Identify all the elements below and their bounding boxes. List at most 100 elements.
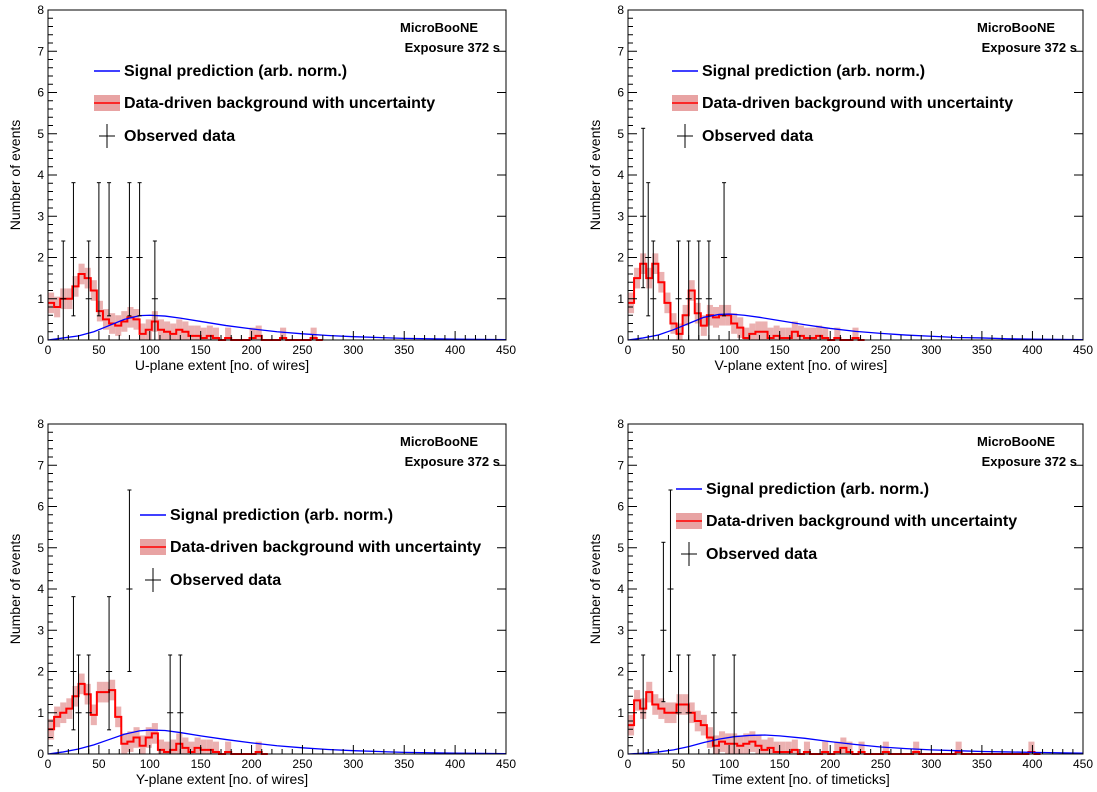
uncertainty-bin xyxy=(785,327,792,340)
uncertainty-bin xyxy=(212,327,219,340)
uncertainty-bin xyxy=(785,741,792,754)
uncertainty-bin xyxy=(712,735,719,754)
x-tick-label: 200 xyxy=(242,757,262,771)
x-tick-label: 400 xyxy=(1022,343,1042,357)
signal-prediction-line xyxy=(47,314,507,341)
background-uncertainty-band xyxy=(48,673,262,754)
x-tick-label: 400 xyxy=(445,757,465,771)
legend-data-label: Observed data xyxy=(706,546,817,563)
y-tick-label: 7 xyxy=(617,44,624,58)
data-point xyxy=(167,654,174,755)
uncertainty-bin xyxy=(822,327,829,340)
y-tick-label: 7 xyxy=(617,458,624,472)
data-point xyxy=(106,596,113,731)
uncertainty-bin xyxy=(676,323,683,340)
exposure-label: Exposure 372 s xyxy=(405,454,500,469)
y-tick-label: 4 xyxy=(617,582,624,596)
uncertainty-bin xyxy=(139,735,146,754)
uncertainty-bin xyxy=(255,325,262,340)
uncertainty-bin xyxy=(194,737,201,754)
x-axis-title: Y-plane extent [no. of wires] xyxy=(136,771,308,787)
y-tick-label: 2 xyxy=(617,665,624,679)
y-axis-title: Number of events xyxy=(7,534,23,645)
background-step-line xyxy=(628,262,865,341)
uncertainty-bin xyxy=(761,321,768,340)
data-point xyxy=(126,489,133,672)
uncertainty-bin xyxy=(816,325,823,340)
legend: Signal prediction (arb. norm.) Data-drive… xyxy=(94,63,435,148)
uncertainty-bin xyxy=(743,327,750,340)
uncertainty-bin xyxy=(280,327,287,340)
y-tick-label: 0 xyxy=(617,747,624,761)
plot-frame xyxy=(627,423,1084,755)
x-tick-label: 100 xyxy=(140,757,160,771)
signal-prediction-line xyxy=(627,734,1084,755)
x-axis-title: V-plane extent [no. of wires] xyxy=(715,357,888,373)
uncertainty-bin xyxy=(767,737,774,754)
y-tick-label: 0 xyxy=(617,333,624,347)
x-tick-label: 200 xyxy=(242,343,262,357)
uncertainty-bin xyxy=(858,741,865,754)
x-tick-label: 0 xyxy=(45,343,52,357)
data-point xyxy=(660,541,667,703)
uncertainty-bin xyxy=(164,741,171,754)
y-tick-label: 1 xyxy=(37,292,44,306)
x-tick-label: 200 xyxy=(820,757,840,771)
data-point xyxy=(70,182,77,317)
uncertainty-bin xyxy=(773,325,780,340)
uncertainty-bin xyxy=(182,321,189,340)
data-point xyxy=(667,489,674,672)
exposure-label: Exposure 372 s xyxy=(982,40,1077,55)
y-tick-label: 3 xyxy=(37,623,44,637)
uncertainty-bin xyxy=(773,741,780,754)
uncertainty-bin xyxy=(803,327,810,340)
y-axis-title: Number of events xyxy=(587,534,603,645)
y-tick-label: 5 xyxy=(37,127,44,141)
uncertainty-bin xyxy=(955,741,962,754)
uncertainty-bin xyxy=(797,325,804,340)
x-tick-label: 250 xyxy=(871,757,891,771)
y-tick-label: 8 xyxy=(617,417,624,431)
y-tick-label: 7 xyxy=(37,458,44,472)
chart-panel-time: 0 50 100 150 200 250 300 350 400 450 0 1 2 3 4 5 6 7 8 Time… xyxy=(587,417,1093,787)
legend-background-label: Data-driven background with uncertainty xyxy=(170,539,481,556)
x-tick-label: 300 xyxy=(343,343,363,357)
uncertainty-bin xyxy=(834,741,841,754)
data-point xyxy=(645,182,652,317)
uncertainty-bin xyxy=(834,327,841,340)
uncertainty-bin xyxy=(761,739,768,754)
data-point xyxy=(640,127,647,289)
y-tick-label: 4 xyxy=(37,582,44,596)
y-tick-label: 4 xyxy=(617,168,624,182)
x-tick-label: 450 xyxy=(496,757,516,771)
x-tick-label: 300 xyxy=(921,343,941,357)
uncertainty-bin xyxy=(194,325,201,340)
uncertainty-bin xyxy=(810,327,817,340)
x-tick-label: 300 xyxy=(343,757,363,771)
x-tick-label: 300 xyxy=(921,757,941,771)
x-tick-label: 400 xyxy=(445,343,465,357)
uncertainty-bin xyxy=(791,739,798,754)
uncertainty-bin xyxy=(200,739,207,754)
legend-data-label: Observed data xyxy=(124,128,235,145)
uncertainty-bin xyxy=(1028,741,1035,754)
x-tick-label: 50 xyxy=(92,343,106,357)
legend: Signal prediction (arb. norm.) Data-drive… xyxy=(140,507,481,592)
x-tick-label: 350 xyxy=(394,757,414,771)
y-tick-label: 7 xyxy=(37,44,44,58)
x-tick-label: 0 xyxy=(625,343,632,357)
data-point xyxy=(721,182,728,317)
y-axis-title: Number of events xyxy=(587,120,603,231)
y-tick-label: 8 xyxy=(37,417,44,431)
uncertainty-bin xyxy=(188,325,195,340)
chart-panel-u-plane: 0 50 100 150 200 250 300 350 400 450 0 1 2 3 4 5 6 7 8 U-pl… xyxy=(7,3,516,373)
uncertainty-bin xyxy=(913,741,920,754)
uncertainty-bin xyxy=(755,735,762,754)
x-tick-label: 150 xyxy=(770,757,790,771)
y-tick-label: 6 xyxy=(617,500,624,514)
y-tick-label: 1 xyxy=(617,292,624,306)
observed-data-points xyxy=(640,489,738,755)
data-point xyxy=(136,182,143,317)
legend-data-label: Observed data xyxy=(702,128,813,145)
legend-signal-label: Signal prediction (arb. norm.) xyxy=(124,63,347,80)
